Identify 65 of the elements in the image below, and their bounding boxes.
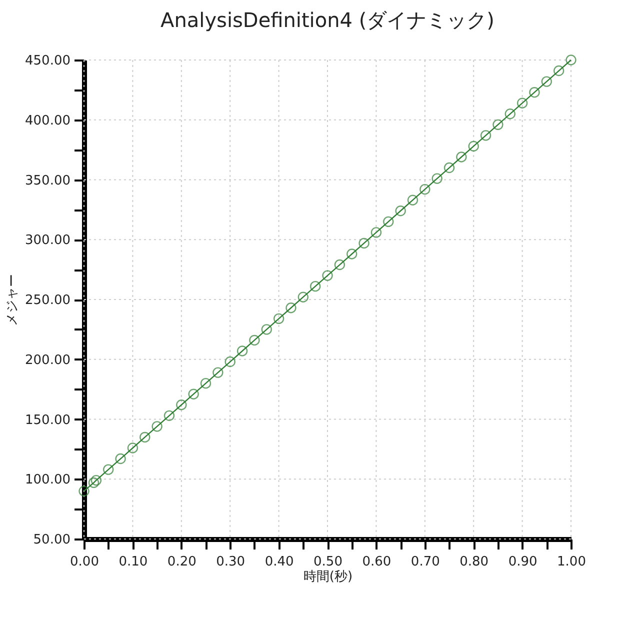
point [127, 442, 138, 454]
x-tick-label: 0.90 [508, 554, 538, 570]
point [200, 378, 212, 389]
point [370, 227, 382, 238]
y-axis-title: メジャー [5, 274, 20, 326]
x-tick-label: 0.40 [264, 554, 294, 570]
x-tick-label: 0.50 [314, 554, 342, 570]
y-tick-label: 250.00 [25, 293, 70, 308]
point [432, 173, 442, 184]
x-tick-label: 0.70 [410, 554, 440, 570]
point [383, 216, 394, 227]
point [152, 421, 162, 432]
point [504, 108, 516, 120]
point [553, 65, 564, 76]
point [176, 400, 187, 410]
point [480, 130, 492, 141]
point [529, 87, 540, 98]
point [90, 474, 102, 486]
point [249, 334, 260, 346]
point [224, 356, 236, 368]
point [188, 388, 199, 400]
point [88, 477, 100, 488]
point [310, 280, 321, 292]
point [298, 292, 308, 302]
point [273, 313, 284, 324]
point [322, 270, 333, 281]
x-tick-label: 0.60 [362, 554, 392, 570]
x-tick-label: 0.80 [460, 554, 489, 570]
point [140, 432, 150, 443]
x-tick-label: 1.00 [557, 554, 586, 570]
point [541, 76, 552, 87]
point [420, 184, 430, 195]
y-tick-label: 150.00 [25, 412, 70, 428]
point [395, 206, 406, 216]
x-tick-label: 0.30 [216, 554, 246, 570]
point [346, 248, 358, 260]
point [444, 162, 455, 174]
point [212, 367, 224, 378]
point [468, 140, 479, 152]
y-tick-label: 50.00 [33, 532, 70, 548]
x-tick-label: 0.00 [70, 554, 99, 570]
y-tick-label: 300.00 [25, 233, 70, 248]
point [261, 324, 272, 335]
y-tick-label: 200.00 [25, 352, 70, 368]
point [103, 464, 114, 475]
y-tick-label: 100.00 [25, 472, 70, 488]
y-tick-label: 450.00 [25, 54, 70, 68]
x-tick-label: 0.10 [118, 554, 148, 570]
point [516, 98, 528, 108]
y-tick-label: 400.00 [25, 113, 70, 128]
x-axis-title: 時間(秒) [303, 570, 353, 584]
point [164, 410, 175, 421]
point [456, 152, 467, 162]
point [358, 238, 370, 249]
chart-title: AnalysisDefinition4 (ダイナミック) [160, 8, 494, 32]
point [492, 119, 504, 130]
point [115, 453, 126, 464]
point [334, 259, 346, 270]
point [236, 346, 248, 356]
y-tick-label: 350.00 [25, 173, 70, 188]
x-tick-label: 0.20 [167, 554, 196, 570]
point [566, 54, 576, 66]
point [78, 486, 90, 496]
point [407, 194, 418, 206]
point [286, 302, 296, 314]
